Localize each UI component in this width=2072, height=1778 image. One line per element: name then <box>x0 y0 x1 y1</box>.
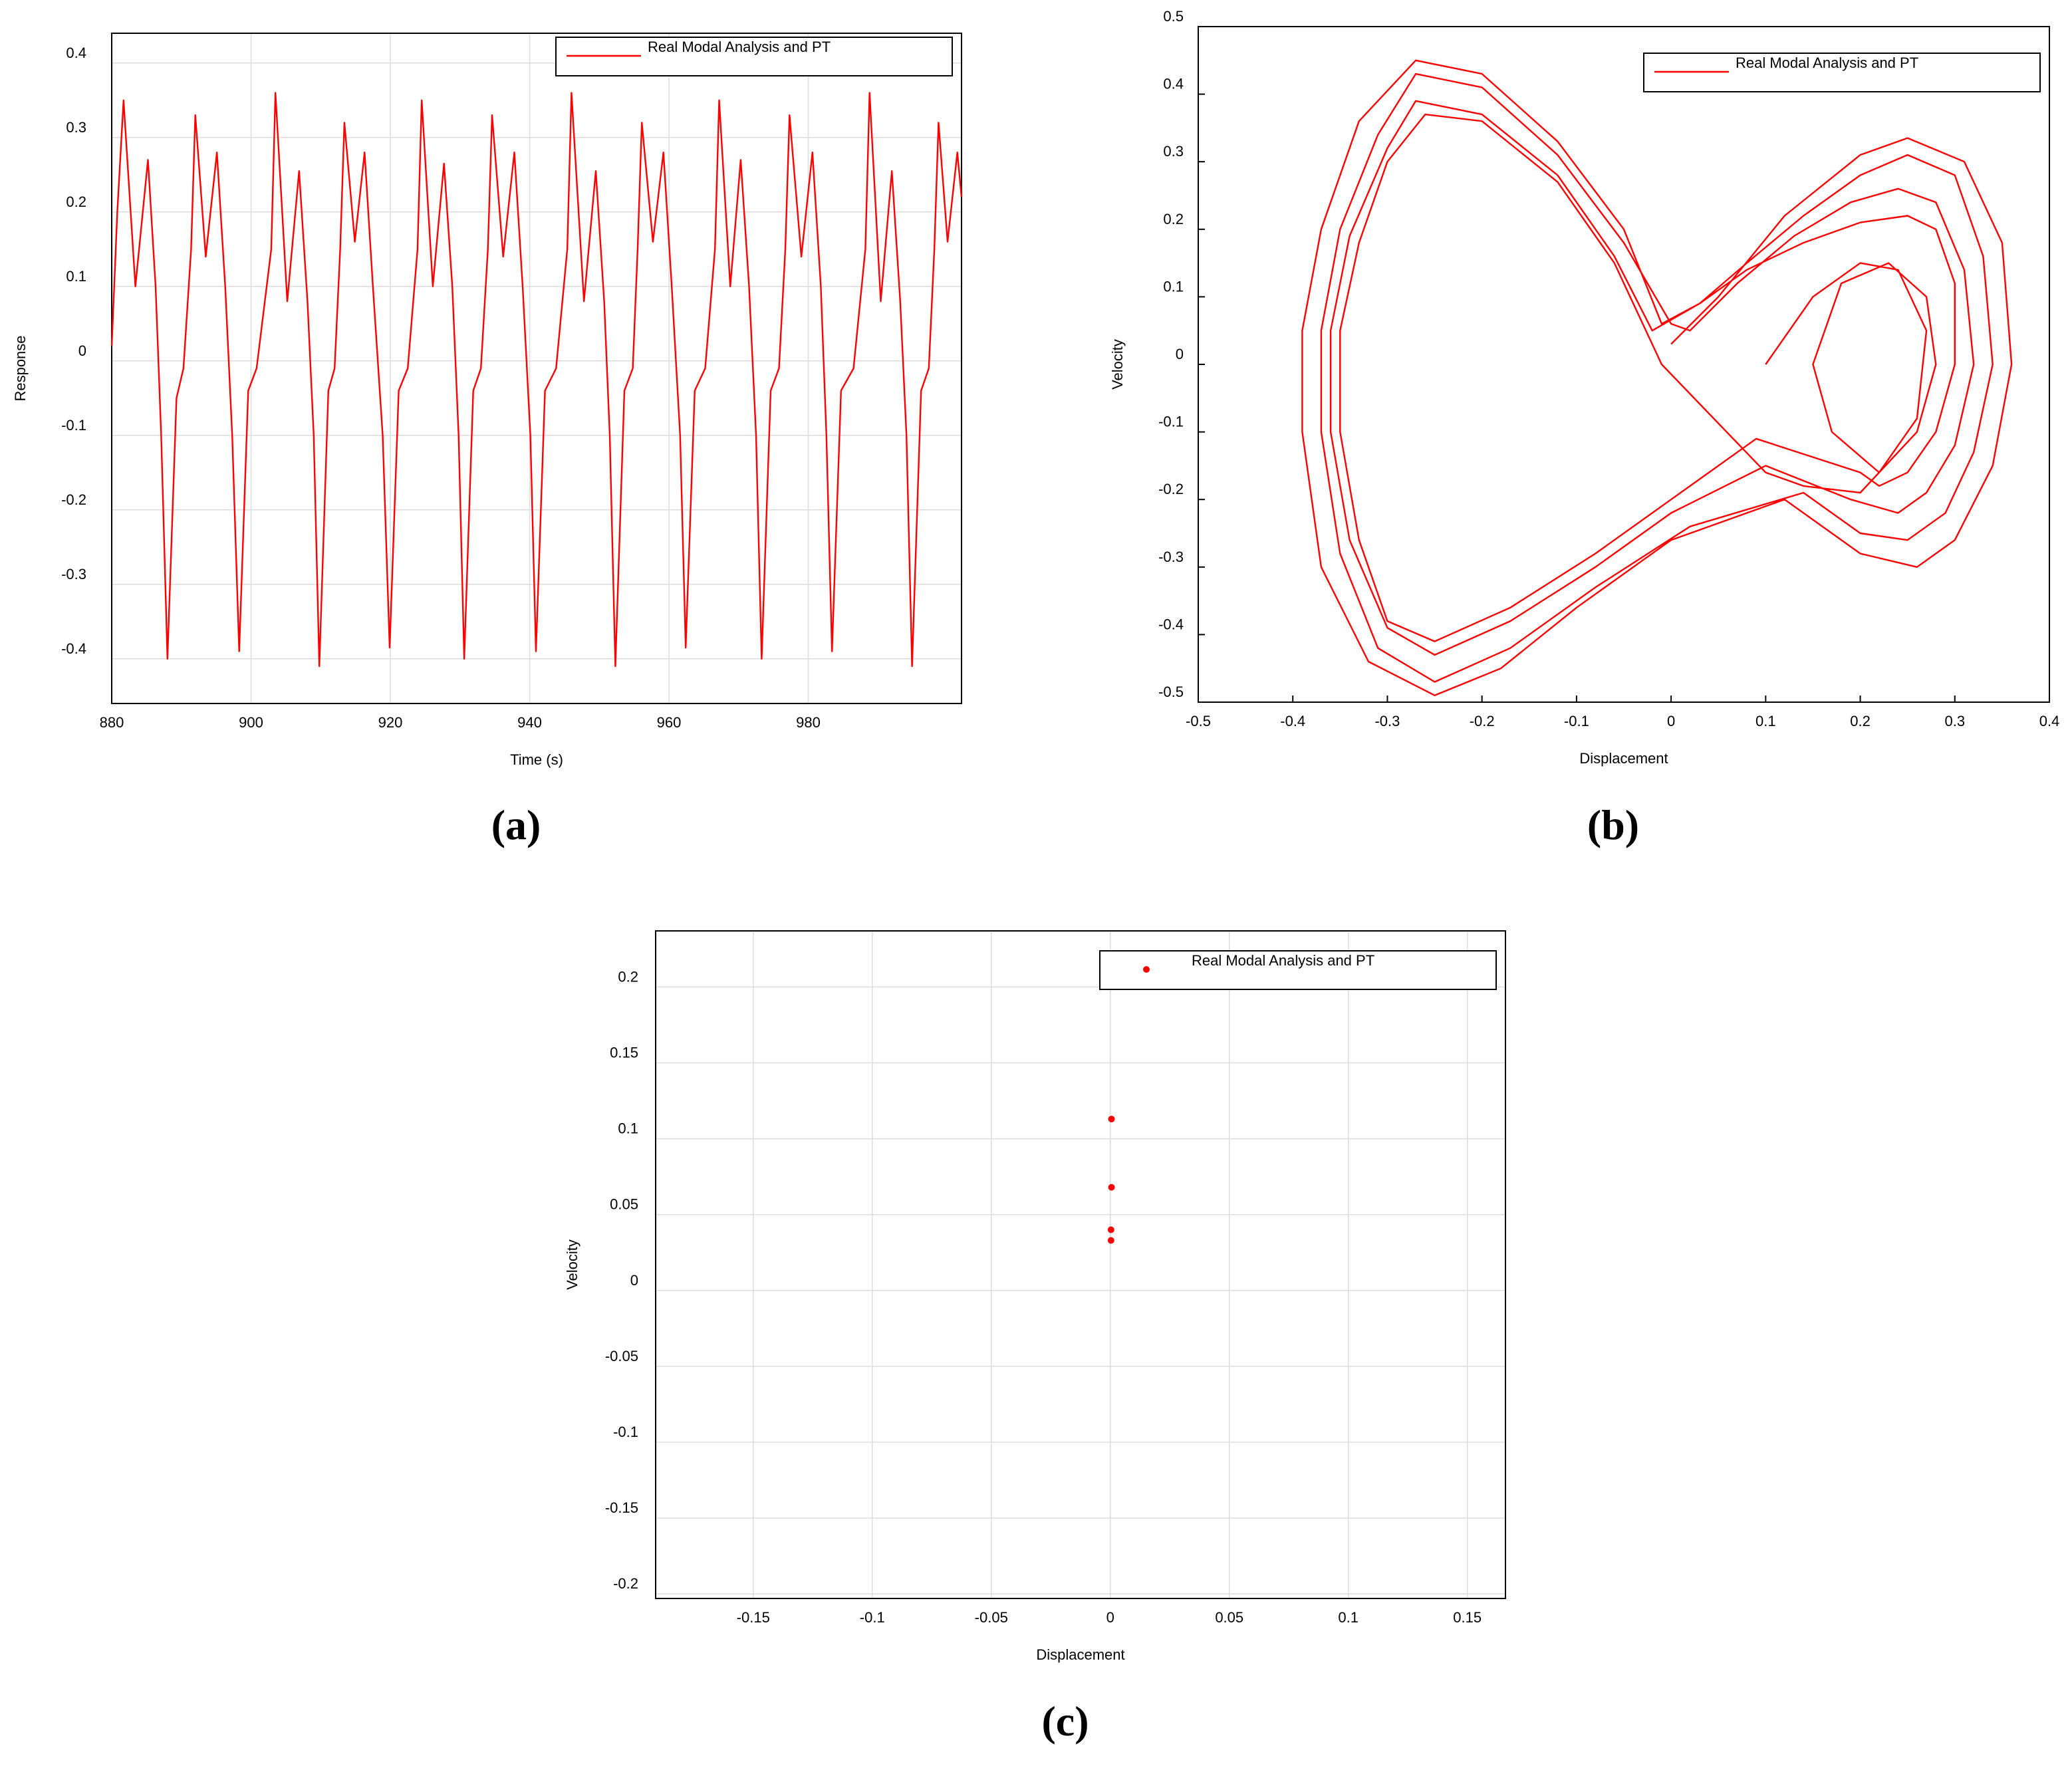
data-point <box>1108 1115 1115 1122</box>
x-axis-label: Displacement <box>1036 1646 1124 1663</box>
panel-label: (c) <box>1041 1698 1089 1745</box>
x-tick-label: 0.1 <box>1338 1609 1359 1626</box>
y-tick-label: 0.4 <box>66 45 86 61</box>
y-tick-label: -0.1 <box>1158 414 1184 430</box>
legend-label: Real Modal Analysis and PT <box>1736 55 1918 71</box>
x-tick-label: -0.1 <box>860 1609 885 1626</box>
x-tick-label: 0.15 <box>1453 1609 1482 1626</box>
x-tick-label: -0.1 <box>1564 713 1589 729</box>
plot-frame <box>655 930 1506 1599</box>
y-tick-label: 0.1 <box>66 268 86 285</box>
panel-label: (b) <box>1587 801 1639 848</box>
x-tick-label: 0.1 <box>1755 713 1776 729</box>
x-tick-label: 880 <box>100 714 124 731</box>
y-tick-label: 0.2 <box>618 968 638 985</box>
panel-label: (a) <box>491 801 541 848</box>
y-tick-label: -0.05 <box>605 1348 638 1364</box>
x-tick-label: -0.05 <box>975 1609 1008 1626</box>
y-tick-label: 0.4 <box>1163 76 1184 92</box>
data-point <box>1107 1226 1114 1233</box>
y-tick-label: -0.15 <box>605 1499 638 1516</box>
plot-area <box>656 931 1505 1598</box>
x-tick-label: 960 <box>657 714 682 731</box>
x-axis-label: Displacement <box>1579 750 1668 767</box>
y-tick-label: 0 <box>78 342 86 359</box>
y-tick-label: 0.05 <box>610 1196 638 1213</box>
y-tick-label: -0.3 <box>61 566 86 582</box>
legend-marker <box>1143 966 1150 973</box>
y-tick-label: 0.2 <box>1163 211 1184 227</box>
x-tick-label: 900 <box>239 714 263 731</box>
x-tick-label: 920 <box>378 714 403 731</box>
x-tick-label: 0 <box>1667 713 1675 729</box>
y-tick-label: 0.1 <box>618 1120 638 1137</box>
y-tick-label: -0.4 <box>1158 616 1184 632</box>
y-tick-label: 0 <box>630 1272 638 1289</box>
x-axis-label: Time (s) <box>510 751 563 768</box>
x-tick-label: -0.4 <box>1280 713 1305 729</box>
x-tick-label: -0.15 <box>737 1609 770 1626</box>
y-tick-label: -0.2 <box>1158 481 1184 497</box>
y-tick-label: -0.2 <box>61 491 86 508</box>
y-tick-label: -0.1 <box>613 1424 638 1440</box>
data-line <box>110 92 963 668</box>
plot-area <box>112 33 962 703</box>
y-tick-label: -0.1 <box>61 417 86 434</box>
x-tick-label: 0 <box>1106 1609 1114 1626</box>
x-tick-label: -0.5 <box>1186 713 1211 729</box>
legend-box <box>1099 950 1497 990</box>
y-tick-label: -0.3 <box>1158 549 1184 565</box>
chart-panel: -0.15 -0.1 -0.05 0 0.05 0.1 0.15 -0.2 -0.15 -0.1 -… <box>564 930 1506 1745</box>
y-tick-label: 0.15 <box>610 1045 638 1061</box>
x-tick-label: 0.2 <box>1850 713 1871 729</box>
plot-frame <box>1198 26 2050 703</box>
data-point <box>1108 1184 1115 1191</box>
y-tick-label: 0 <box>1176 346 1184 362</box>
y-axis-label: Velocity <box>1109 339 1126 390</box>
legend-label: Real Modal Analysis and PT <box>648 39 831 55</box>
y-tick-label: 0.3 <box>1163 143 1184 160</box>
x-tick-label: -0.2 <box>1470 713 1495 729</box>
y-tick-label: -0.5 <box>1158 684 1184 700</box>
x-tick-label: -0.3 <box>1374 713 1400 729</box>
data-point <box>1107 1237 1114 1244</box>
chart-panel: -0.5 -0.4 -0.3 -0.2 -0.1 0 0.1 0.2 0.3 0.4 -0.5 -0.… <box>1109 8 2059 848</box>
y-tick-label: 0.5 <box>1163 8 1184 25</box>
plot-frame <box>111 33 962 704</box>
data-line <box>1301 59 2013 696</box>
y-axis-label: Response <box>12 335 29 401</box>
x-tick-label: 0.4 <box>2039 713 2060 729</box>
x-tick-label: 980 <box>796 714 821 731</box>
chart-panel: 880 900 920 940 960 980 -0.4 -0.3 -0.2 -0.1 0 0.1 0.… <box>12 33 963 848</box>
plot-area <box>1198 27 2049 702</box>
y-tick-label: -0.2 <box>613 1575 638 1592</box>
y-axis-label: Velocity <box>564 1239 581 1290</box>
x-tick-label: 0.3 <box>1944 713 1965 729</box>
x-tick-label: 0.05 <box>1215 1609 1243 1626</box>
x-tick-label: 940 <box>517 714 542 731</box>
legend-label: Real Modal Analysis and PT <box>1192 952 1374 969</box>
y-tick-label: 0.3 <box>66 119 86 136</box>
y-tick-label: -0.4 <box>61 640 86 657</box>
y-tick-label: 0.1 <box>1163 278 1184 295</box>
y-tick-label: 0.2 <box>66 193 86 210</box>
